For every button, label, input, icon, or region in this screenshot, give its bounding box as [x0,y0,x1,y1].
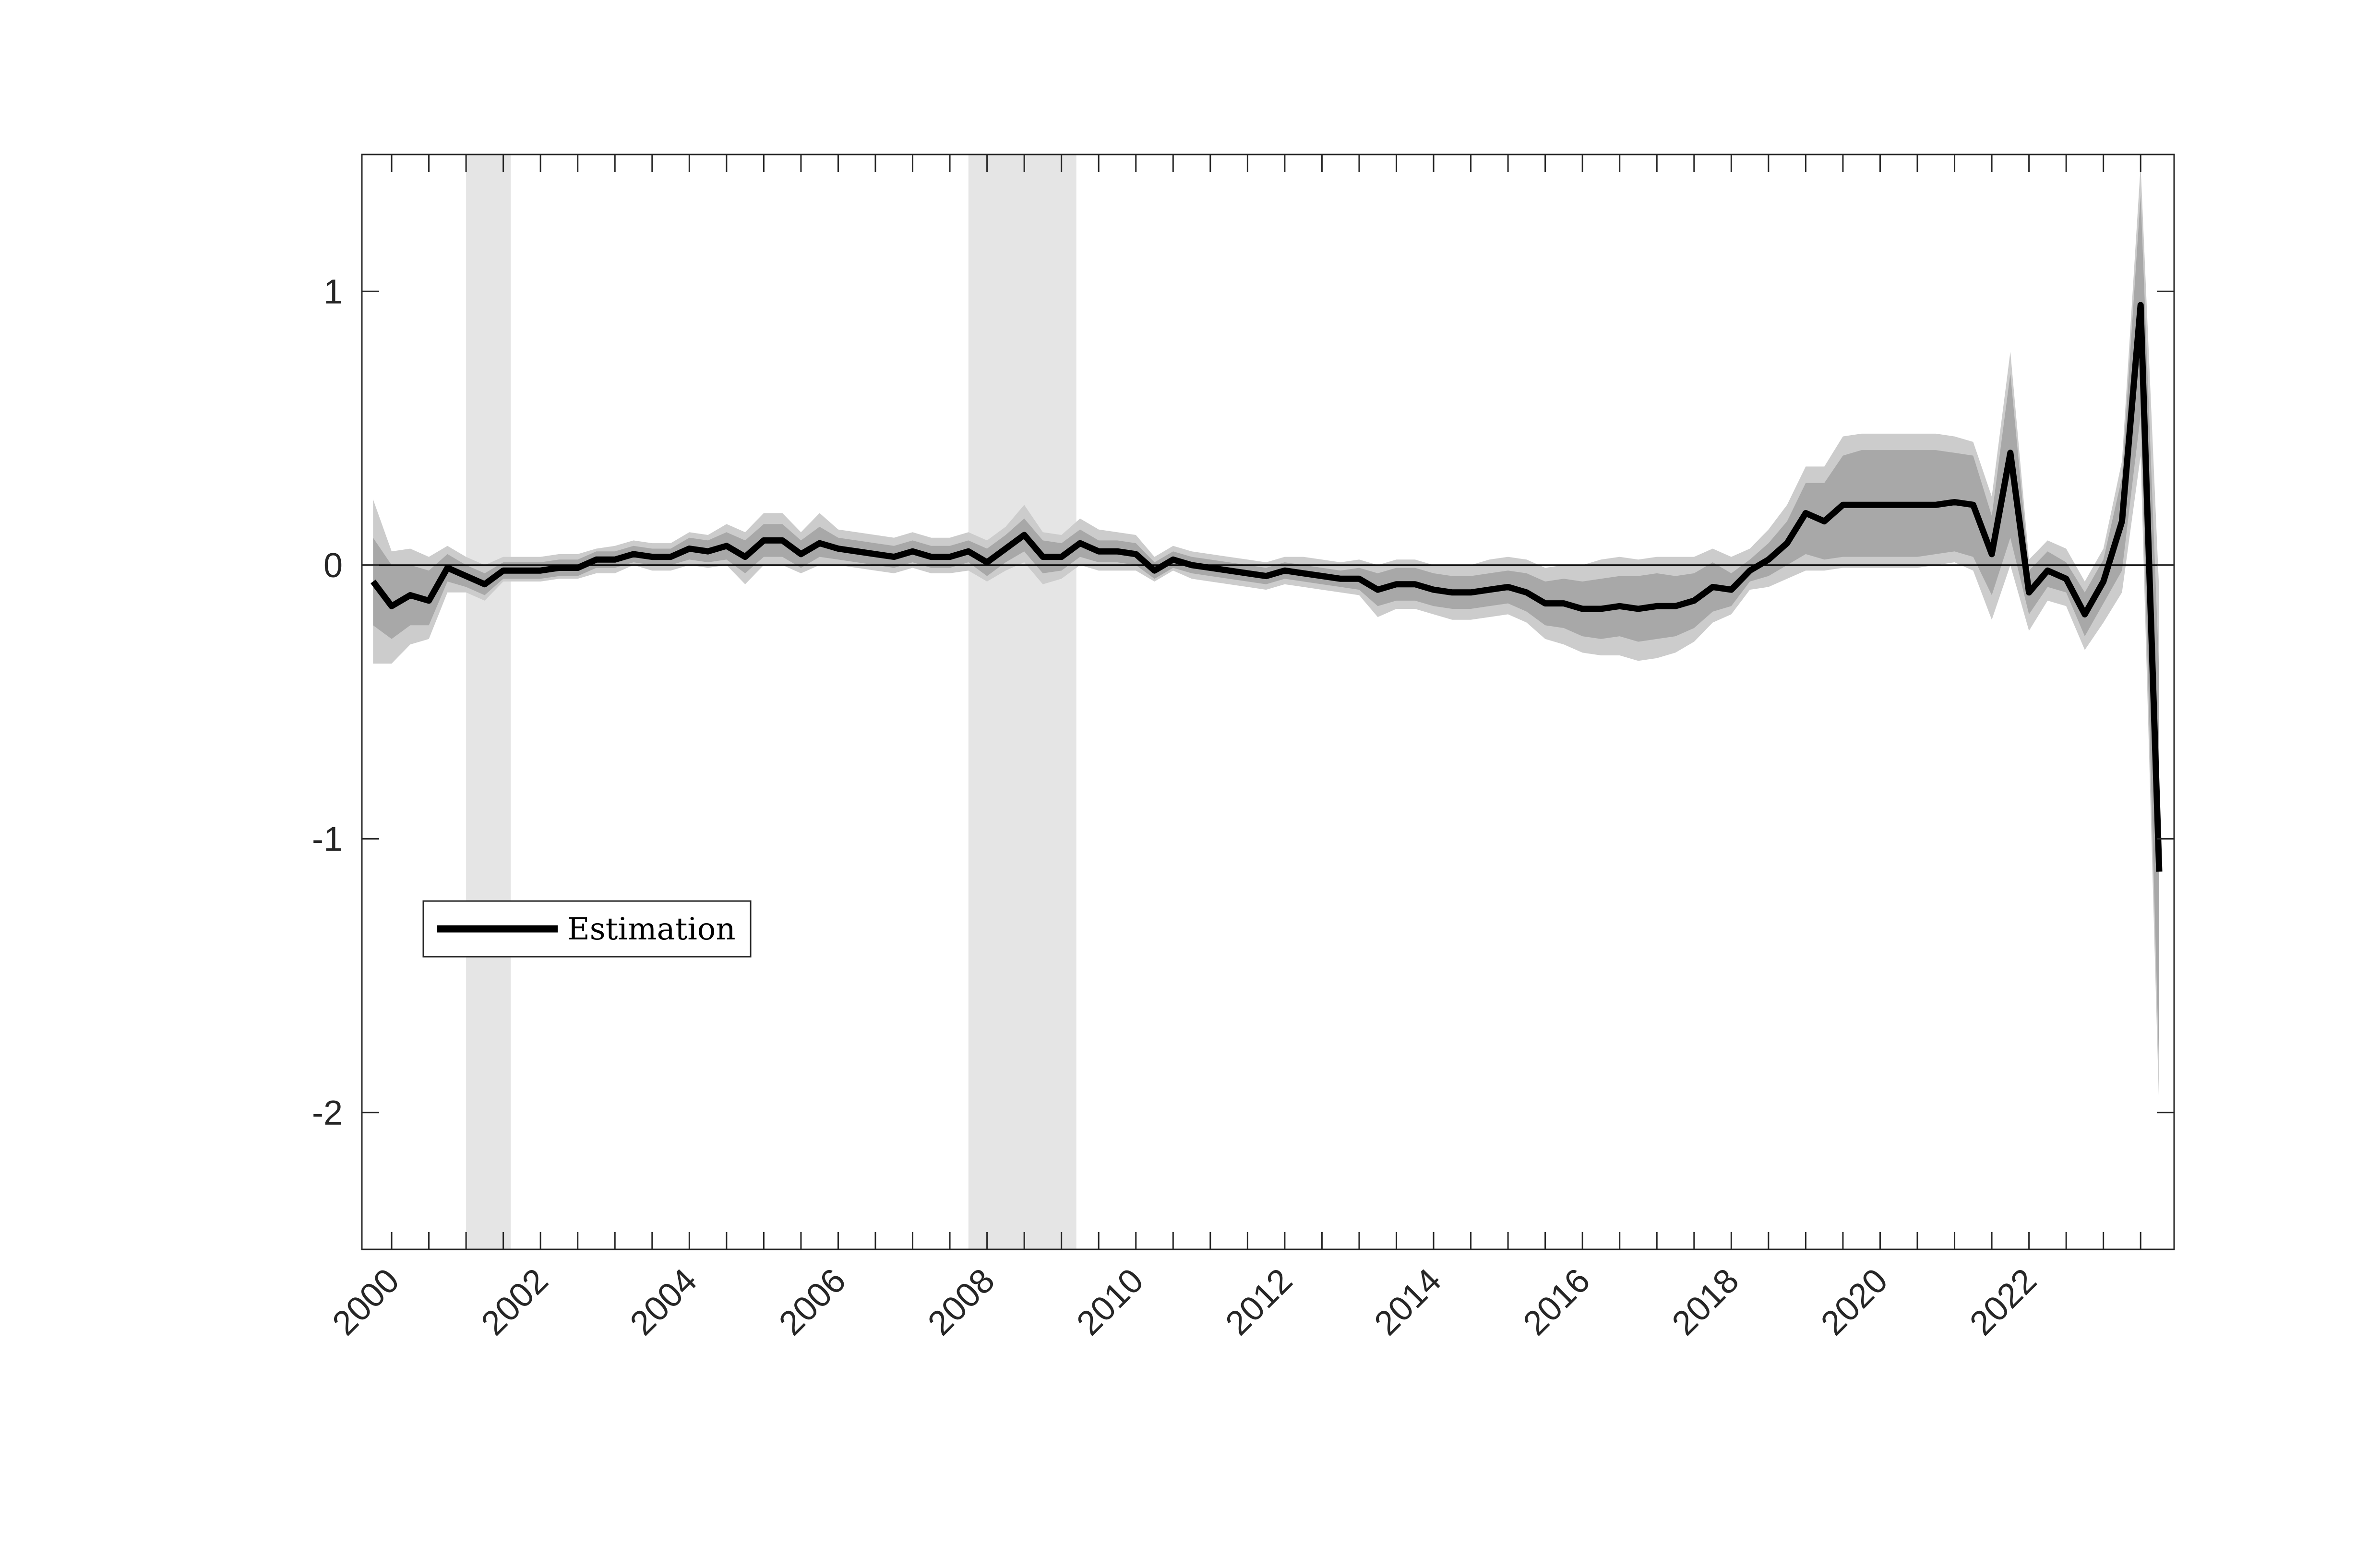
x-tick-label: 2002 [474,1261,556,1343]
series-line-estimation [371,302,2163,872]
shaded-period-1 [968,154,1076,1249]
band-outer-area [373,165,2159,1113]
x-axis-tick-labels: 2000 2002 2004 2006 2008 2010 2012 2014 2016 2018… [325,1261,2044,1343]
y-tick-label: 0 [323,546,343,585]
y-tick-label: -1 [312,820,343,858]
y-axis-tick-labels: 1 0 -1 -2 [312,273,343,1132]
axis-ticks [362,154,2174,1249]
x-tick-label: 2014 [1367,1261,1449,1343]
recession-shading [466,154,1076,1249]
shaded-period-0 [466,154,511,1249]
x-tick-label: 2020 [1814,1261,1895,1343]
x-tick-label: 2012 [1218,1261,1300,1343]
y-tick-label: 1 [323,273,343,311]
legend: Estimation [422,900,752,958]
legend-label-estimation: Estimation [567,912,736,947]
series-lines [371,302,2163,872]
x-tick-label: 2006 [772,1261,853,1343]
x-tick-label: 2022 [1962,1261,2044,1343]
x-tick-label: 2008 [921,1261,1002,1343]
x-tick-label: 2016 [1516,1261,1598,1343]
x-tick-label: 2018 [1665,1261,1746,1343]
x-tick-label: 2000 [325,1261,407,1343]
x-tick-label: 2010 [1069,1261,1151,1343]
confidence-band-outer [373,165,2159,1113]
plot-frame [361,154,2175,1250]
y-tick-label: -2 [312,1094,343,1132]
x-tick-label: 2004 [623,1261,705,1343]
